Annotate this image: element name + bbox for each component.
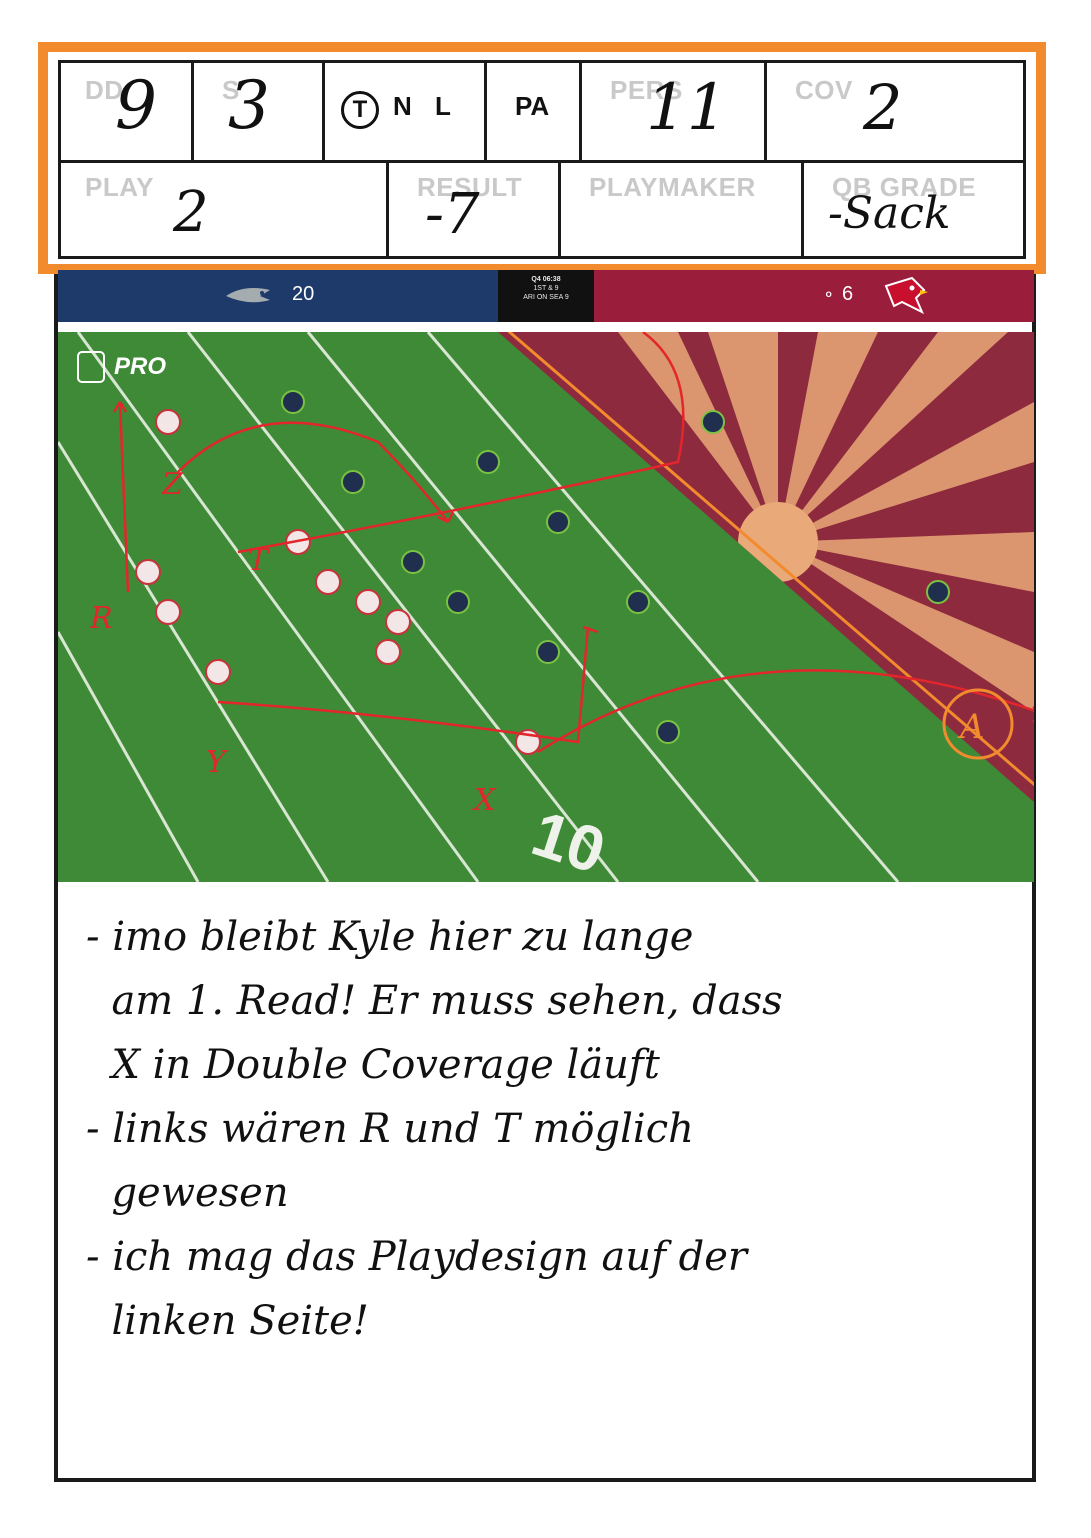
possession-icon: ⚬ <box>822 287 836 304</box>
route-label-r: R <box>89 601 113 636</box>
route-labels: Z T R Y X <box>89 467 497 818</box>
goal-line-annotation <box>507 332 1034 787</box>
down-distance: 1ST & 9 <box>533 285 559 292</box>
route-x <box>537 669 1034 754</box>
yard-lines <box>58 332 900 882</box>
s-label: S <box>222 75 240 105</box>
note-2: - links wären R und T möglich gewesen <box>86 1106 694 1216</box>
note-1: - imo bleibt Kyle hier zu lange am 1. Re… <box>86 914 783 1088</box>
play-form-header: DD 9 S 3 T N L PA PERS 11 COV 2 PLAY 2 <box>38 42 1046 274</box>
away-score: 6 <box>842 283 854 305</box>
cov-cell[interactable]: COV 2 <box>767 63 1026 160</box>
route-label-t: T <box>248 543 270 578</box>
t-option[interactable]: T <box>341 91 379 129</box>
route-z <box>177 421 449 523</box>
pa-label: PA <box>515 91 550 121</box>
route-label-y: Y <box>206 745 229 780</box>
route-r <box>118 401 130 593</box>
home-team-panel: 20 <box>58 270 498 322</box>
nfl-pro-watermark: PRO <box>114 353 166 380</box>
notes-section: - imo bleibt Kyle hier zu lange am 1. Re… <box>86 905 1016 1353</box>
home-score: 20 <box>292 283 315 305</box>
ball-spot: ARI ON SEA 9 <box>523 294 569 301</box>
scoreboard: 20 Q4 06:38 1ST & 9 ARI ON SEA 9 ⚬ 6 <box>58 270 1034 322</box>
playmaker-cell[interactable]: PLAYMAKER <box>561 160 804 256</box>
result-label: RESULT <box>417 172 523 202</box>
dd-label: DD <box>85 75 124 105</box>
s-cell[interactable]: S 3 <box>194 63 325 160</box>
play-screenshot: 10 PRO <box>58 332 1034 882</box>
qb-grade-label: QB GRADE <box>832 172 977 202</box>
away-team-panel: ⚬ 6 <box>594 270 1034 322</box>
pers-value: 11 <box>646 71 728 145</box>
n-option[interactable]: N <box>393 91 412 121</box>
defense-players <box>281 390 950 744</box>
end-zone-sunburst <box>618 332 1034 712</box>
cov-value: 2 <box>863 71 903 144</box>
t-option-circled: T <box>341 91 379 129</box>
header-row-2: PLAY 2 RESULT -7 PLAYMAKER QB GRADE -Sac… <box>58 160 1026 259</box>
header-row-1: DD 9 S 3 T N L PA PERS 11 COV 2 <box>58 60 1026 163</box>
pa-cell[interactable]: PA <box>487 63 582 160</box>
qb-grade-cell[interactable]: QB GRADE -Sack <box>804 160 1026 256</box>
route-label-x: X <box>472 783 497 818</box>
nfl-shield-icon <box>77 351 105 383</box>
result-cell[interactable]: RESULT -7 <box>389 160 561 256</box>
play-label: PLAY <box>85 172 154 202</box>
l-option[interactable]: L <box>435 91 451 121</box>
play-cell[interactable]: PLAY 2 <box>61 160 389 256</box>
circled-annotation <box>942 688 1014 760</box>
s-value: 3 <box>228 67 270 144</box>
route-label-z: Z <box>161 467 184 502</box>
pers-cell[interactable]: PERS 11 <box>582 63 767 160</box>
game-clock-panel: Q4 06:38 1ST & 9 ARI ON SEA 9 <box>498 270 594 322</box>
qb-grade-value: -Sack <box>828 188 951 239</box>
cov-label: COV <box>795 75 853 105</box>
cardinals-logo-icon <box>884 276 928 315</box>
route-drawings <box>112 332 1034 754</box>
dd-value: 9 <box>115 67 157 144</box>
route-y <box>217 626 590 744</box>
field-svg: 10 PRO <box>58 332 1034 882</box>
play-value: 2 <box>173 180 209 245</box>
pers-label: PERS <box>610 75 683 105</box>
tnl-cell[interactable]: T N L <box>325 63 487 160</box>
dd-cell[interactable]: DD 9 <box>61 63 194 160</box>
result-value: -7 <box>425 182 480 247</box>
game-clock: Q4 06:38 <box>531 276 561 283</box>
offense-players <box>135 409 541 755</box>
seahawks-logo-icon <box>226 288 270 303</box>
playmaker-label: PLAYMAKER <box>589 172 756 202</box>
note-3: - ich mag das Playdesign auf der linken … <box>86 1234 748 1344</box>
circled-annotation-label: A <box>957 707 985 747</box>
route-t <box>237 332 685 554</box>
